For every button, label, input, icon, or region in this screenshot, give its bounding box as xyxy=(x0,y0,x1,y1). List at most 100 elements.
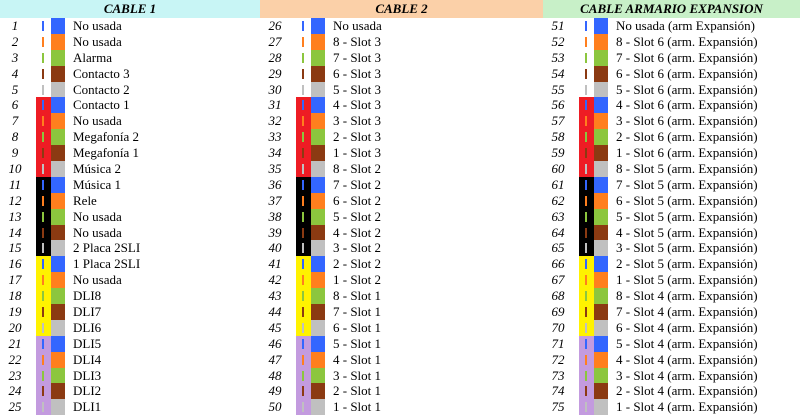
wire-stripe-marker xyxy=(585,354,587,365)
pin-assignment-label: 3 - Slot 4 (arm. Expansión) xyxy=(616,367,758,383)
pin-assignment-label: 8 - Slot 4 (arm. Expansión) xyxy=(616,288,758,304)
wire-stripe-marker xyxy=(302,179,304,190)
wire-pair-color xyxy=(594,288,608,305)
table-row: 62 6 - Slot 5 (arm. Expansión) xyxy=(543,192,800,209)
wire-stripe-marker xyxy=(585,132,587,143)
wire-pair-color xyxy=(311,97,325,114)
table-row: 6 Contacto 1 xyxy=(0,97,260,114)
pin-number: 47 xyxy=(268,351,282,367)
pin-number: 30 xyxy=(268,81,282,97)
pin-number: 6 xyxy=(11,97,19,113)
pin-number: 60 xyxy=(551,161,565,177)
wire-pair-color xyxy=(311,240,325,257)
pin-assignment-label: No usada xyxy=(73,224,122,240)
wire-pair-color xyxy=(311,304,325,320)
wire-stripe-marker xyxy=(585,116,587,127)
wire-pair-color xyxy=(311,272,325,289)
wire-stripe-marker xyxy=(42,211,44,222)
wire-pair-color xyxy=(594,49,608,66)
wire-stripe-marker xyxy=(302,132,304,143)
table-row: 42 1 - Slot 2 xyxy=(260,272,543,289)
wire-pair-color xyxy=(594,65,608,82)
table-row: 49 2 - Slot 1 xyxy=(260,383,543,400)
wire-stripe-marker xyxy=(585,402,587,413)
table-row: 46 5 - Slot 1 xyxy=(260,335,543,352)
table-row: 5 Contacto 2 xyxy=(0,81,260,98)
wire-stripe-marker xyxy=(42,116,44,127)
pin-assignment-label: DLI3 xyxy=(73,367,102,383)
table-row: 21 DLI5 xyxy=(0,335,260,352)
pin-assignment-label: Contacto 3 xyxy=(73,65,130,81)
wire-stripe-marker xyxy=(42,164,44,175)
wire-pair-color xyxy=(311,81,325,98)
table-row: 10 Música 2 xyxy=(0,161,260,177)
pin-number: 17 xyxy=(8,272,22,288)
pin-number: 57 xyxy=(551,113,565,129)
wire-stripe-marker xyxy=(302,322,304,333)
wire-pair-color xyxy=(594,97,608,114)
pin-assignment-label: 4 - Slot 4 (arm. Expansión) xyxy=(616,351,758,367)
pin-number: 5 xyxy=(11,81,19,97)
pin-assignment-label: No usada xyxy=(73,18,122,33)
pin-assignment-label: 3 - Slot 2 xyxy=(333,240,382,256)
wire-pair-color xyxy=(311,351,325,368)
table-row: 26 No usada xyxy=(260,18,543,34)
table-row: 22 DLI4 xyxy=(0,351,260,368)
wire-pair-color xyxy=(594,129,608,146)
wire-pair-color xyxy=(311,319,325,336)
pin-number: 65 xyxy=(551,240,565,256)
wire-stripe-marker xyxy=(42,386,44,397)
pin-assignment-label: 5 - Slot 4 (arm. Expansión) xyxy=(616,335,758,351)
wire-pair-color xyxy=(311,176,325,193)
wire-pair-color xyxy=(594,18,608,34)
wire-stripe-marker xyxy=(42,68,44,79)
pin-number: 21 xyxy=(8,335,22,351)
cable-2-table: CABLE 2 26 No usada 27 8 - Slot 3 28 7 - Slot… xyxy=(260,0,543,416)
table-row: 51 No usada (arm Expansión) xyxy=(543,18,800,34)
wire-pair-color xyxy=(311,33,325,50)
wire-pair-color xyxy=(594,367,608,384)
pin-number: 3 xyxy=(11,49,19,65)
pin-assignment-label: 7 - Slot 2 xyxy=(333,176,382,192)
pin-assignment-label: 1 - Slot 4 (arm. Expansión) xyxy=(616,399,758,415)
wire-stripe-marker xyxy=(585,68,587,79)
wire-pair-color xyxy=(311,129,325,146)
cable-expansion-table: CABLE ARMARIO EXPANSION 51 No usada (arm … xyxy=(543,0,800,416)
pin-number: 48 xyxy=(268,367,282,383)
pin-assignment-label: 3 - Slot 6 (arm. Expansión) xyxy=(616,113,758,129)
pin-assignment-label: 2 Placa 2SLI xyxy=(73,240,141,256)
wire-pair-color xyxy=(51,208,65,225)
wire-stripe-marker xyxy=(42,354,44,365)
pin-assignment-label: 5 - Slot 2 xyxy=(333,208,382,224)
wire-pair-color xyxy=(51,351,65,368)
pin-assignment-label: 3 - Slot 5 (arm. Expansión) xyxy=(616,240,758,256)
pin-number: 24 xyxy=(8,383,22,399)
table-row: 32 3 - Slot 3 xyxy=(260,113,543,130)
pin-assignment-label: 2 - Slot 3 xyxy=(333,129,382,145)
pin-assignment-label: 8 - Slot 3 xyxy=(333,33,382,49)
pin-number: 66 xyxy=(551,256,565,272)
pin-number: 39 xyxy=(268,224,282,240)
pin-assignment-label: 7 - Slot 1 xyxy=(333,304,382,320)
pin-number: 20 xyxy=(8,319,22,335)
pin-assignment-label: DLI5 xyxy=(73,335,102,351)
wire-stripe-marker xyxy=(302,259,304,270)
wire-pair-color xyxy=(51,33,65,50)
wire-stripe-marker xyxy=(302,21,304,31)
wire-pair-color xyxy=(594,335,608,352)
pin-number: 62 xyxy=(551,192,565,208)
wire-pair-color xyxy=(51,192,65,209)
cable-1-table: CABLE 1 1 No usada 2 No usada 3 Alarma 4 Contac… xyxy=(0,0,260,416)
pin-number: 49 xyxy=(268,383,282,399)
wire-pair-color xyxy=(51,272,65,289)
table-row: 72 4 - Slot 4 (arm. Expansión) xyxy=(543,351,800,368)
pin-assignment-label: 6 - Slot 5 (arm. Expansión) xyxy=(616,192,758,208)
wire-pair-color xyxy=(594,208,608,225)
wire-pair-color xyxy=(594,383,608,400)
pin-assignment-label: 4 - Slot 6 (arm. Expansión) xyxy=(616,97,758,113)
pin-number: 64 xyxy=(551,224,565,240)
wire-pair-color xyxy=(51,18,65,34)
table-row: 39 4 - Slot 2 xyxy=(260,224,543,241)
pin-assignment-label: 5 - Slot 5 (arm. Expansión) xyxy=(616,208,758,224)
